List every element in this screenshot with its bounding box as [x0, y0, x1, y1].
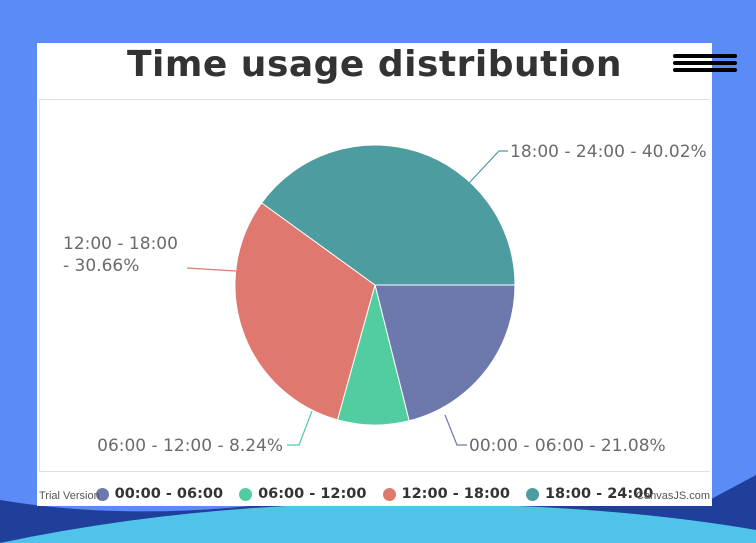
pie-slice-2[interactable]: [234, 202, 376, 421]
chart-title: Time usage distribution: [126, 44, 623, 85]
label-connector-0: [444, 414, 467, 446]
pie-slice-0[interactable]: [374, 284, 516, 422]
legend-marker-3: [525, 487, 539, 501]
legend-item-3[interactable]: 18:00 - 24:00: [525, 486, 654, 502]
label-connector-3: [468, 150, 508, 184]
hamburger-icon[interactable]: [673, 52, 737, 74]
trial-version-label: Trial Version: [39, 490, 100, 502]
legend-label-1: 06:00 - 12:00: [258, 486, 367, 502]
legend-marker-1: [239, 487, 253, 501]
pie-chart: 00:00 - 06:00 - 21.08% 06:00 - 12:00 - 8.…: [63, 142, 707, 456]
legend-label-2: 12:00 - 18:00: [401, 486, 510, 502]
data-label-1: 06:00 - 12:00 - 8.24%: [97, 436, 283, 456]
label-connector-2: [186, 267, 237, 272]
legend-item-0[interactable]: 00:00 - 06:00: [95, 486, 224, 502]
legend-item-2[interactable]: 12:00 - 18:00: [382, 486, 510, 502]
canvasjs-credit-link[interactable]: CanvasJS.com: [636, 490, 710, 502]
pie-slice-3[interactable]: [260, 144, 516, 286]
data-label-3: 18:00 - 24:00 - 40.02%: [510, 142, 707, 162]
data-label-0: 00:00 - 06:00 - 21.08%: [469, 436, 666, 456]
legend-marker-0: [95, 487, 109, 501]
chart-card: Time usage distribution 00:00 - 06:00 - …: [37, 43, 737, 506]
plot-area: [39, 99, 710, 472]
label-connector-1: [287, 410, 313, 446]
legend-label-0: 00:00 - 06:00: [114, 486, 224, 502]
chart-legend: 00:00 - 06:00 06:00 - 12:00 12:00 - 18:00 1…: [37, 483, 712, 505]
legend-item-1[interactable]: 06:00 - 12:00: [239, 486, 367, 502]
data-label-2: 12:00 - 18:00- 30.66%: [63, 234, 178, 276]
legend-marker-2: [382, 487, 396, 501]
legend-label-3: 18:00 - 24:00: [544, 486, 654, 502]
